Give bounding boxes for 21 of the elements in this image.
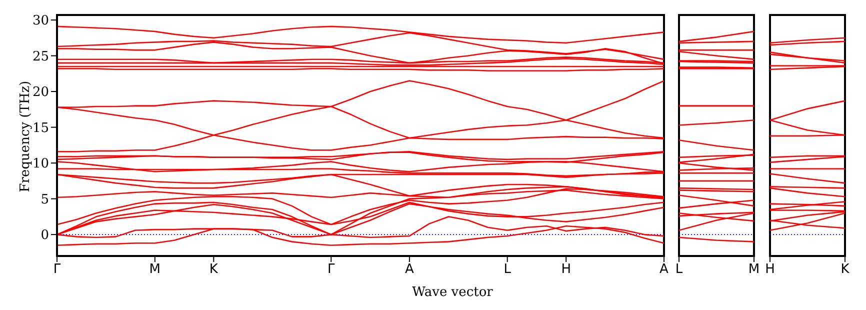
- x-axis-title: Wave vector: [412, 285, 494, 300]
- y-tick-label: 0: [40, 228, 49, 244]
- x-tick-label: K: [840, 262, 850, 278]
- x-tick-label: A: [660, 262, 669, 278]
- y-tick-label: 30: [32, 14, 49, 29]
- y-tick-label: 10: [32, 156, 49, 172]
- x-tick-label: H: [561, 262, 571, 278]
- x-tick-label: Γ: [53, 262, 62, 278]
- x-tick-label: L: [504, 262, 512, 278]
- y-tick-label: 15: [32, 120, 49, 136]
- y-tick-label: 25: [32, 49, 49, 64]
- x-tick-label: M: [149, 262, 161, 278]
- x-tick-label: M: [748, 262, 760, 278]
- x-tick-label: L: [675, 262, 684, 278]
- x-tick-label: Γ: [328, 262, 336, 278]
- x-tick-label: K: [209, 262, 218, 278]
- y-axis-title: Frequency (THz): [18, 80, 34, 192]
- x-tick-label: H: [765, 262, 775, 278]
- x-tick-label: A: [405, 262, 414, 278]
- y-tick-label: 20: [32, 85, 49, 100]
- y-tick-label: 5: [40, 192, 49, 208]
